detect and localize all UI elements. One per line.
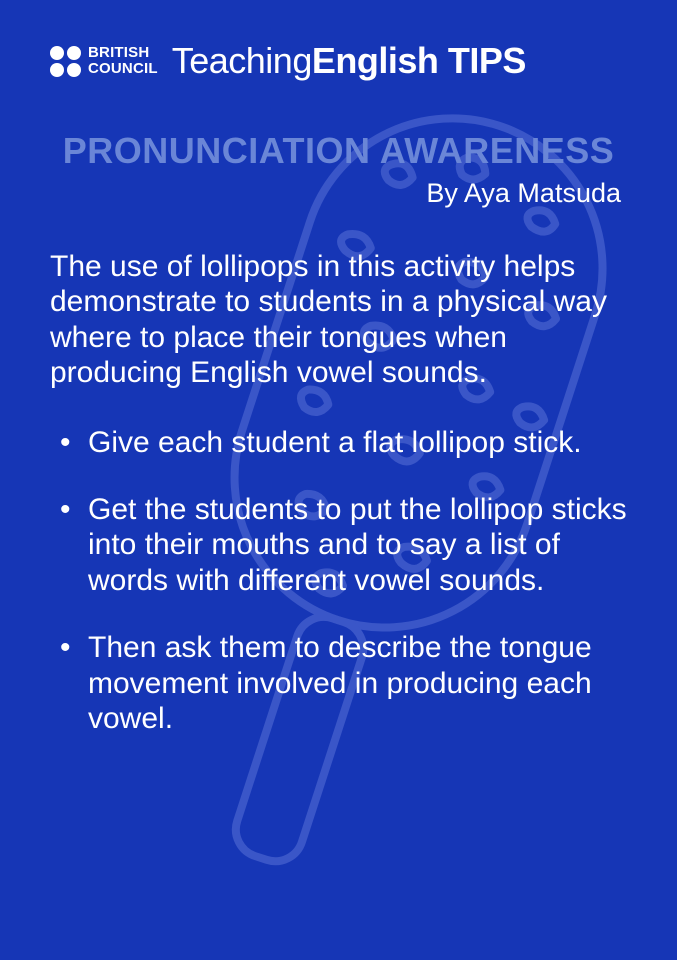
brand-title: TeachingEnglish TIPS [172, 40, 526, 82]
logo-text-line1: BRITISH [88, 45, 158, 61]
content: BRITISH COUNCIL TeachingEnglish TIPS PRO… [50, 40, 627, 736]
tip-card: BRITISH COUNCIL TeachingEnglish TIPS PRO… [0, 0, 677, 960]
logo-text: BRITISH COUNCIL [88, 45, 158, 77]
intro-paragraph: The use of lollipops in this activity he… [50, 249, 627, 391]
byline: By Aya Matsuda [50, 178, 627, 209]
brand-part2: English [312, 40, 439, 81]
page-title: PRONUNCIATION AWARENESS [50, 130, 627, 172]
list-item: Then ask them to describe the tongue mov… [60, 630, 627, 736]
list-item: Give each student a flat lollipop stick. [60, 425, 627, 460]
brand-part3: TIPS [438, 40, 526, 81]
tips-list: Give each student a flat lollipop stick.… [50, 425, 627, 737]
british-council-logo: BRITISH COUNCIL [50, 45, 158, 77]
header: BRITISH COUNCIL TeachingEnglish TIPS [50, 40, 627, 82]
logo-dots-icon [50, 46, 81, 77]
list-item: Get the students to put the lollipop sti… [60, 492, 627, 598]
brand-part1: Teaching [172, 40, 312, 81]
logo-text-line2: COUNCIL [88, 61, 158, 77]
